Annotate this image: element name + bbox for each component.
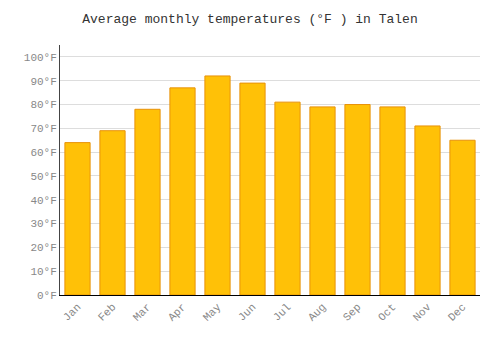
svg-text:40°F: 40°F [30,195,56,207]
svg-text:80°F: 80°F [30,99,56,111]
svg-text:Jun: Jun [236,301,258,323]
svg-text:Average monthly temperatures (: Average monthly temperatures (°F ) in Ta… [82,12,417,27]
svg-text:50°F: 50°F [30,171,56,183]
svg-text:10°F: 10°F [30,266,56,278]
svg-text:May: May [201,301,224,324]
svg-text:Oct: Oct [376,301,398,323]
svg-text:0°F: 0°F [37,290,57,302]
svg-text:60°F: 60°F [30,147,56,159]
svg-text:30°F: 30°F [30,218,56,230]
svg-text:Apr: Apr [166,301,188,323]
svg-text:90°F: 90°F [30,76,56,88]
svg-text:Jul: Jul [271,301,293,323]
svg-text:Dec: Dec [446,301,468,323]
svg-text:100°F: 100°F [24,52,57,64]
svg-text:20°F: 20°F [30,242,56,254]
svg-text:Nov: Nov [411,301,434,324]
svg-text:70°F: 70°F [30,123,56,135]
svg-text:Aug: Aug [306,301,328,323]
svg-text:Jan: Jan [61,301,83,323]
svg-text:Mar: Mar [131,301,153,323]
svg-text:Sep: Sep [341,301,363,323]
svg-text:Feb: Feb [96,301,118,323]
